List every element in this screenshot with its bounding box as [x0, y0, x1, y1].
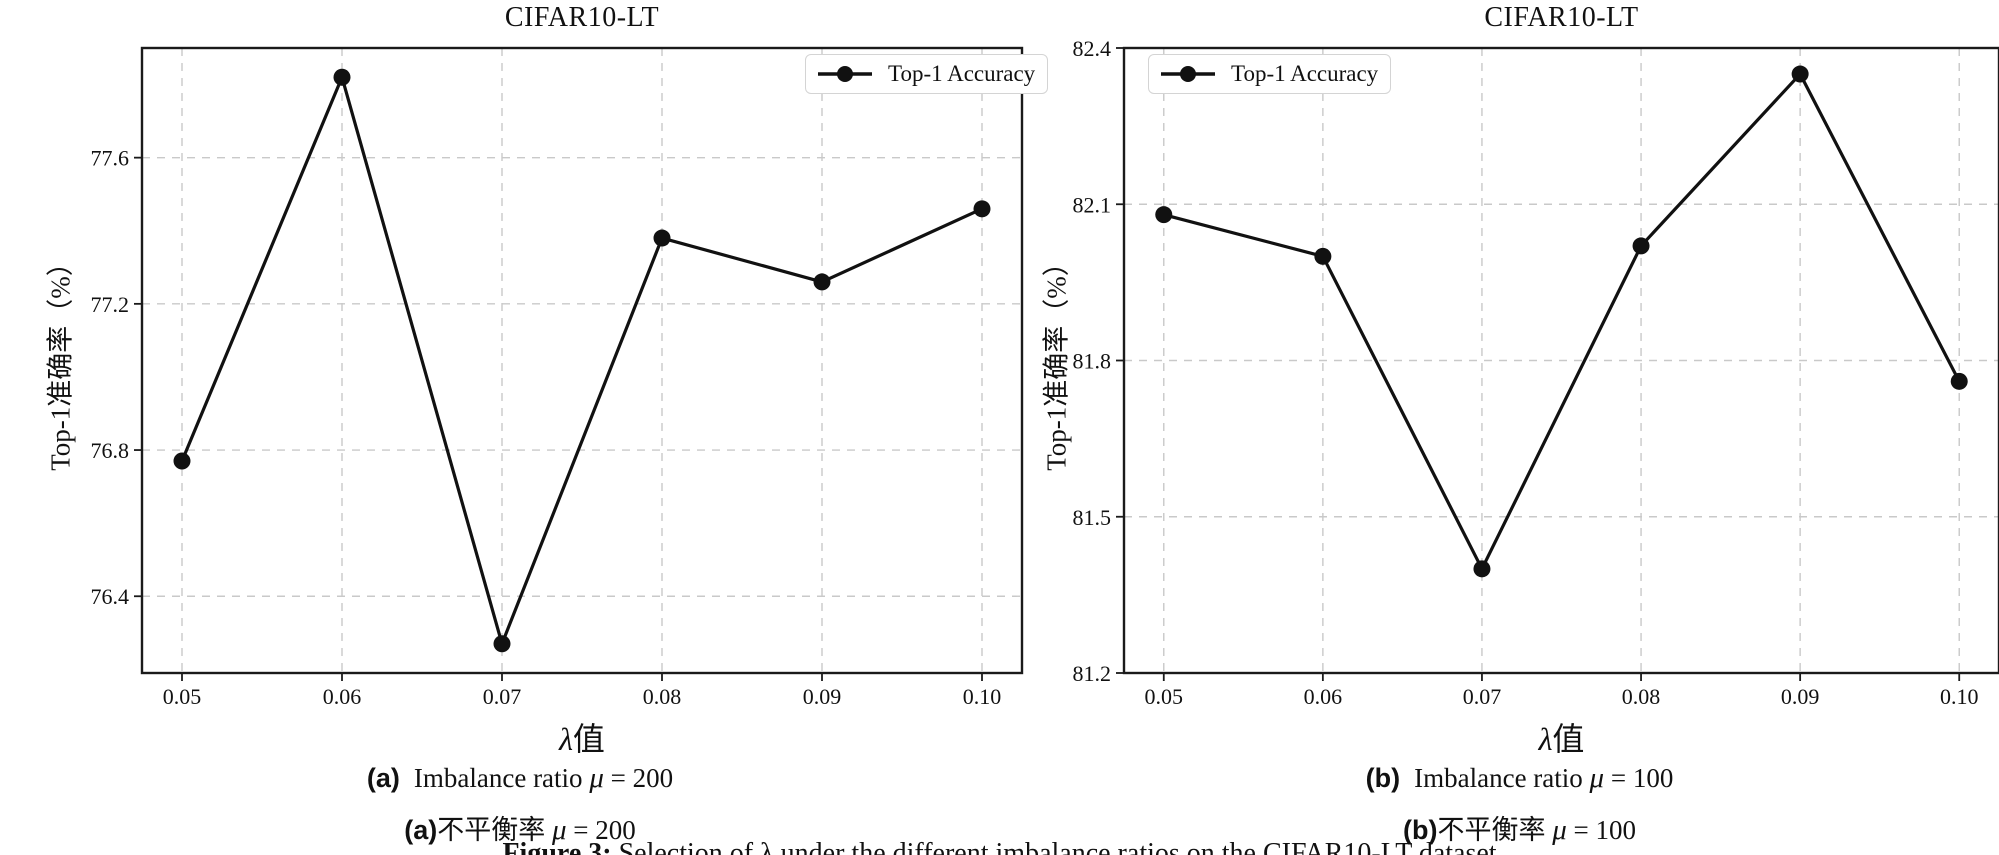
- y-tick-label: 76.4: [91, 584, 130, 609]
- data-point-marker: [333, 68, 351, 86]
- mu-symbol: μ: [589, 762, 604, 794]
- subcaption-chinese: (a)不平衡率 μ = 200: [404, 814, 636, 846]
- chart-title: CIFAR10-LT: [1484, 2, 1639, 33]
- y-tick-label: 82.1: [1073, 192, 1112, 217]
- x-tick-label: 0.05: [1145, 684, 1184, 709]
- x-tick-label: 0.07: [1463, 684, 1502, 709]
- subcaption-english: (a) Imbalance ratio μ = 200: [366, 762, 674, 794]
- x-axis-label: λ值: [1124, 714, 1999, 760]
- x-tick-label: 0.07: [483, 684, 522, 709]
- y-axis-label: Top-1准确率（%）: [1041, 249, 1072, 471]
- x-tick-label: 0.09: [1781, 684, 1820, 709]
- y-tick-label: 81.8: [1073, 349, 1112, 374]
- y-tick-label: 76.8: [91, 438, 130, 463]
- legend-line-marker-icon: [818, 66, 872, 82]
- x-tick-label: 0.08: [643, 684, 682, 709]
- legend-line-marker-icon: [1161, 66, 1215, 82]
- figure-caption: Figure 3: Selection of λ under the diffe…: [502, 838, 1497, 855]
- x-tick-label: 0.06: [1304, 684, 1343, 709]
- x-axis-label: λ值: [142, 714, 1022, 760]
- x-tick-label: 0.09: [803, 684, 842, 709]
- plot-frame: [140, 46, 1024, 675]
- legend: Top-1 Accuracy: [1148, 54, 1392, 94]
- subcaption-english: (b) Imbalance ratio μ = 100: [1365, 762, 1674, 794]
- x-tick-label: 0.05: [163, 684, 202, 709]
- data-point-marker: [173, 452, 191, 470]
- x-tick-label: 0.08: [1622, 684, 1661, 709]
- data-point-marker: [493, 635, 511, 653]
- y-tick-label: 81.5: [1073, 505, 1112, 530]
- data-point-marker: [973, 200, 991, 218]
- data-point-marker: [1155, 206, 1173, 224]
- series-line: [1163, 72, 1961, 571]
- x-tick-label: 0.06: [323, 684, 362, 709]
- y-tick-label: 82.4: [1073, 36, 1112, 61]
- subcaption-chinese: (b)不平衡率 μ = 100: [1402, 814, 1637, 846]
- series-line: [180, 75, 983, 646]
- data-point-marker: [653, 229, 671, 247]
- legend: Top-1 Accuracy: [805, 54, 1049, 94]
- lambda-symbol: λ: [559, 721, 573, 757]
- mu-symbol: μ: [551, 814, 567, 846]
- legend-label: Top-1 Accuracy: [888, 61, 1036, 86]
- legend-label: Top-1 Accuracy: [1231, 61, 1379, 86]
- data-point-marker: [1791, 65, 1809, 83]
- y-tick-label: 77.6: [91, 146, 130, 171]
- x-tick-label: 0.10: [963, 684, 1002, 709]
- x-axis-label-suffix: 值: [572, 721, 605, 757]
- data-point-marker: [1950, 372, 1968, 390]
- lambda-symbol: λ: [1538, 721, 1553, 757]
- data-point-marker: [813, 273, 831, 291]
- y-tick-label: 81.2: [1073, 661, 1112, 686]
- y-tick-label: 77.2: [91, 292, 130, 317]
- mu-symbol: μ: [1589, 762, 1605, 794]
- data-point-marker: [1314, 247, 1332, 265]
- data-point-marker: [1632, 237, 1650, 255]
- x-tick-label: 0.10: [1940, 684, 1979, 709]
- x-axis-label-suffix: 值: [1552, 721, 1585, 757]
- mu-symbol: μ: [1552, 814, 1567, 846]
- chart-title: CIFAR10-LT: [504, 2, 660, 33]
- data-point-marker: [1473, 560, 1491, 578]
